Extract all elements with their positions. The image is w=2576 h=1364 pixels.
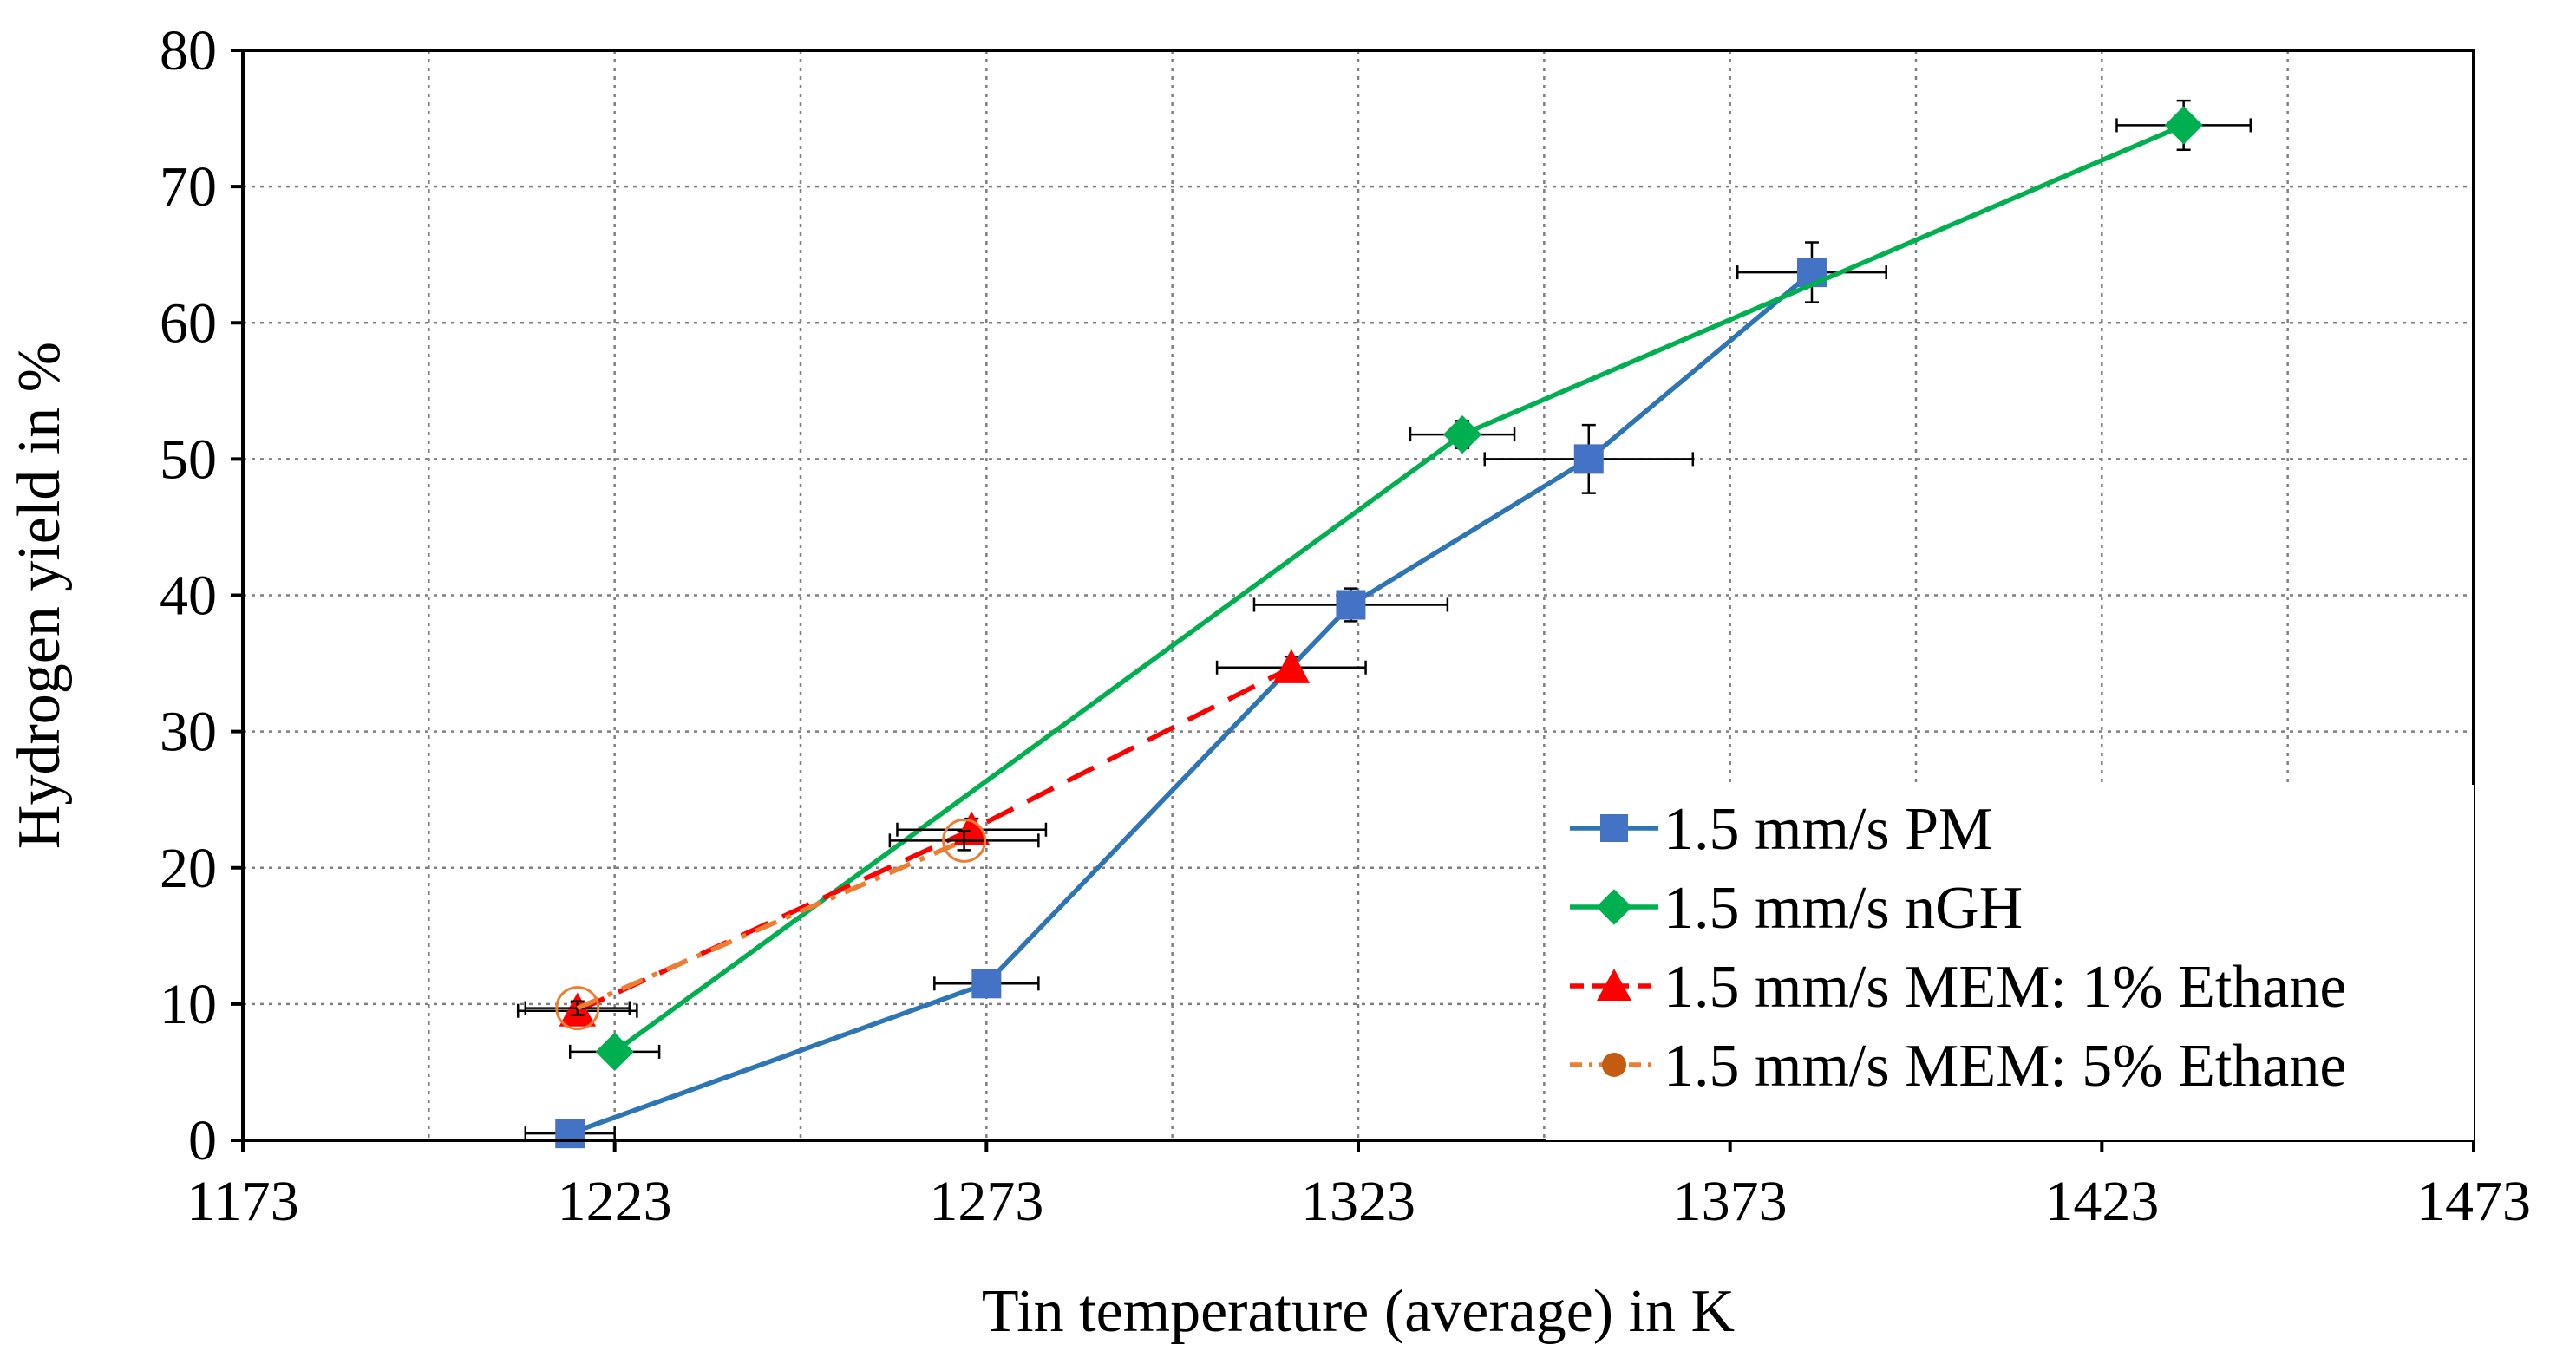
data-point xyxy=(1272,649,1311,683)
data-point xyxy=(952,811,991,845)
y-tick-label: 50 xyxy=(160,427,217,491)
data-point-ring xyxy=(942,818,987,863)
legend-marker xyxy=(1596,889,1632,925)
data-point xyxy=(971,969,1002,999)
x-tick-label: 1373 xyxy=(1673,1170,1788,1233)
data-point xyxy=(1336,590,1366,620)
legend-label: 1.5 mm/s MEM: 1% Ethane xyxy=(1664,954,2346,1021)
x-axis-title: Tin temperature (average) in K xyxy=(982,1278,1735,1345)
legend-marker xyxy=(1600,814,1628,842)
x-tick-label: 1423 xyxy=(2044,1170,2159,1233)
legend-label: 1.5 mm/s MEM: 5% Ethane xyxy=(1664,1033,2346,1100)
x-tick-label: 1173 xyxy=(186,1170,299,1233)
y-tick-label: 30 xyxy=(160,701,217,764)
legend-label: 1.5 mm/s PM xyxy=(1664,796,1992,863)
y-tick-label: 20 xyxy=(160,837,217,900)
x-tick-label: 1273 xyxy=(929,1170,1043,1233)
series-2 xyxy=(568,99,2252,1071)
y-tick-label: 0 xyxy=(188,1109,217,1172)
series-4 xyxy=(524,818,1040,1031)
series-1 xyxy=(524,241,1887,1149)
legend: 1.5 mm/s PM 1.5 mm/s nGH 1.5 mm/s MEM: 1% … xyxy=(1546,785,2474,1140)
data-point xyxy=(595,1032,634,1071)
series-line xyxy=(576,838,965,1011)
plot-series xyxy=(516,99,2252,1149)
legend-marker xyxy=(1597,969,1631,1001)
x-tick-label: 1323 xyxy=(1301,1170,1415,1233)
x-tick-label: 1223 xyxy=(558,1170,672,1233)
y-tick-label: 40 xyxy=(160,565,217,628)
y-tick-label: 10 xyxy=(160,973,217,1036)
y-tick-label: 60 xyxy=(160,291,217,355)
data-point-ring xyxy=(555,986,600,1031)
y-tick-label: 80 xyxy=(160,19,217,82)
legend-marker xyxy=(1602,1053,1626,1077)
data-point xyxy=(1442,414,1482,454)
y-tick-label: 70 xyxy=(160,155,217,219)
y-axis-title: Hydrogen yield in % xyxy=(6,342,73,849)
legend-box xyxy=(1546,785,2474,1140)
data-point xyxy=(1573,444,1604,474)
series-3 xyxy=(516,649,1367,1027)
axis-ticks: 0 10 20 30 40 50 60 70 80 1173 1223 1273 1323 1373 142… xyxy=(160,19,2531,1233)
x-tick-label: 1473 xyxy=(2416,1170,2531,1233)
data-point xyxy=(555,1119,585,1149)
data-point xyxy=(2164,106,2203,145)
legend-label: 1.5 mm/s nGH xyxy=(1664,875,2023,942)
